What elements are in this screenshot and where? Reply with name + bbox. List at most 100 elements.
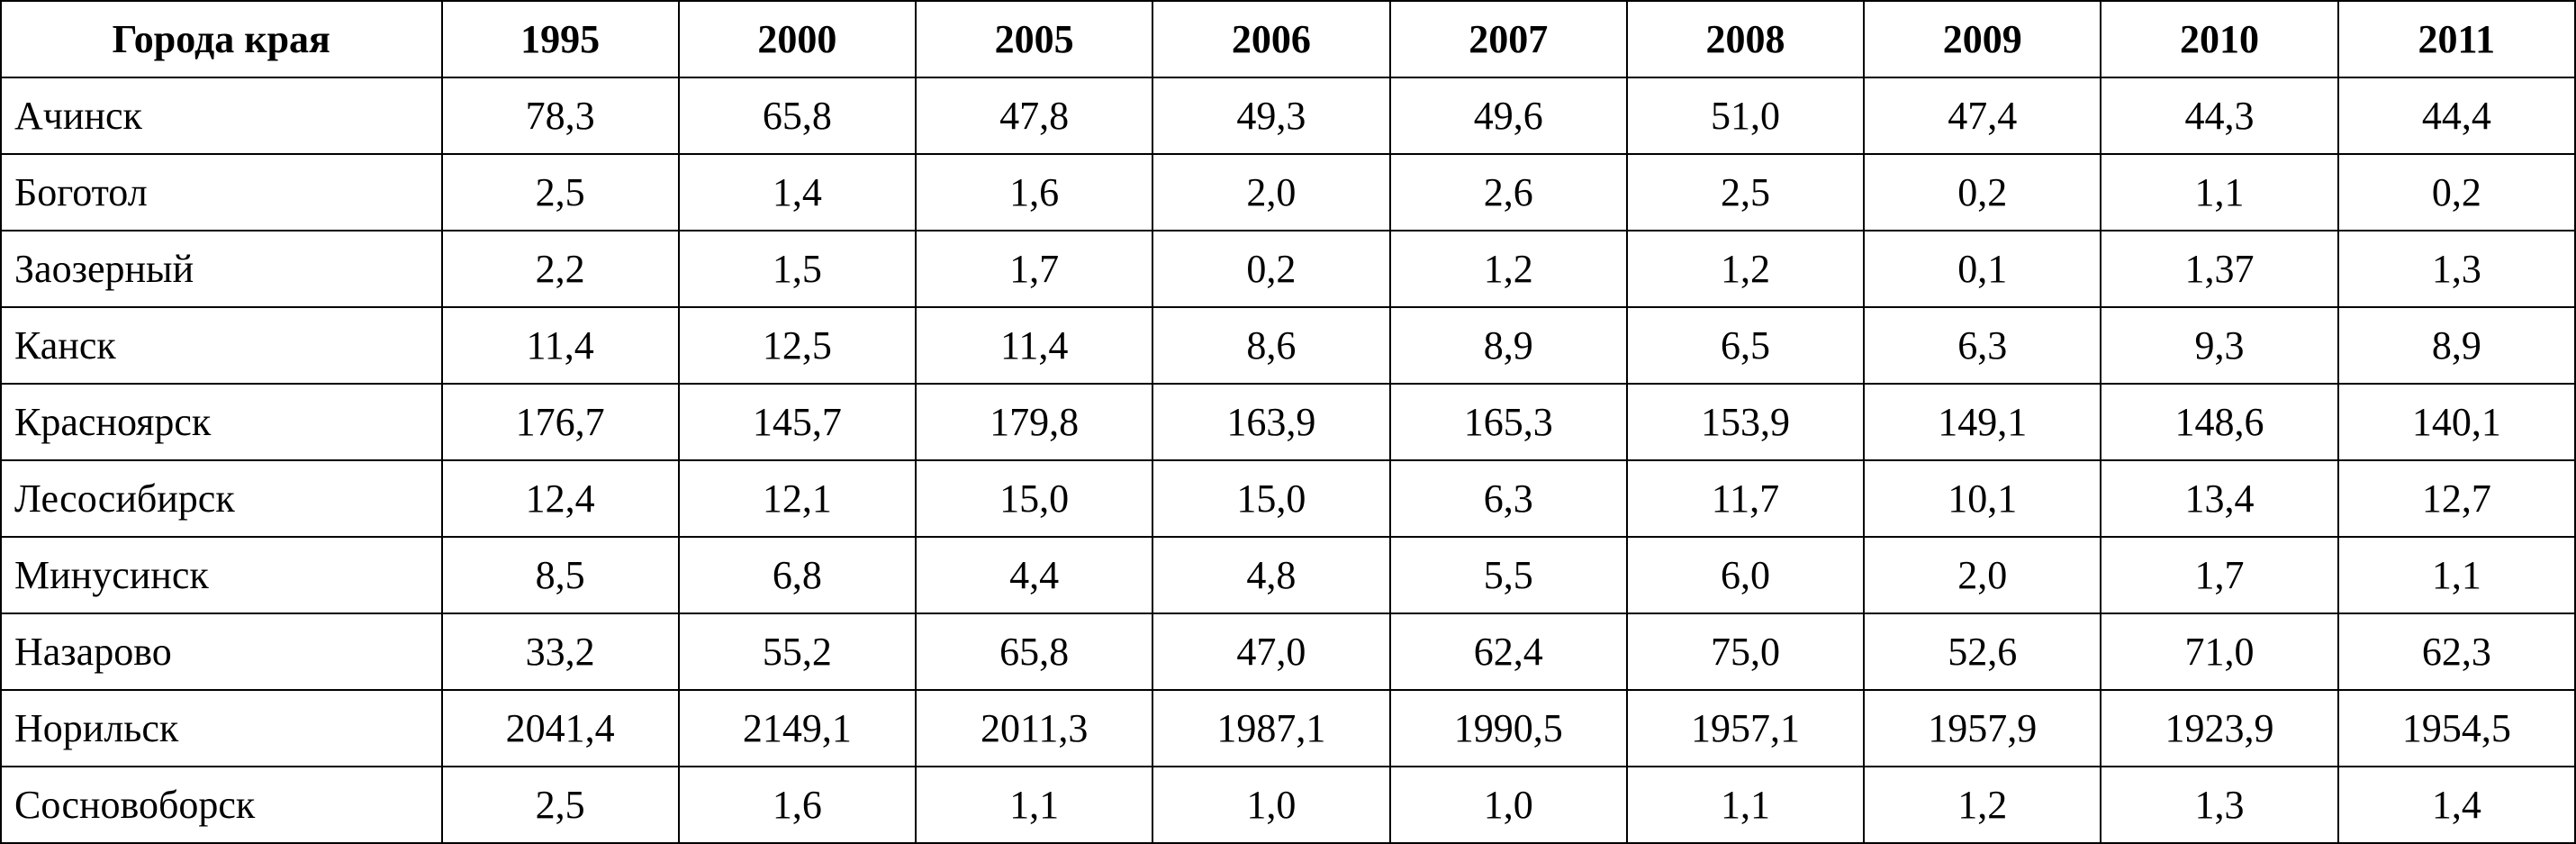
value-cell: 1,4 [2336, 766, 2576, 844]
value-cell: 6,3 [1863, 306, 2102, 385]
value-cell: 11,7 [1625, 459, 1866, 538]
city-cell: Красноярск [0, 383, 443, 461]
table-row: Норильск 2041,4 2149,1 2011,3 1987,1 1990,5 19… [0, 689, 2576, 767]
value-cell: 15,0 [1152, 459, 1391, 538]
table-row: Назарово 33,2 55,2 65,8 47,0 62,4 75,0 52,6 71,0… [0, 613, 2576, 691]
value-cell: 1,1 [2336, 536, 2576, 614]
value-cell: 1,6 [915, 153, 1154, 231]
value-cell: 4,8 [1152, 536, 1391, 614]
value-cell: 1,0 [1388, 766, 1628, 844]
value-cell: 1954,5 [2336, 689, 2576, 767]
value-cell: 1,7 [915, 230, 1154, 308]
value-cell: 78,3 [440, 77, 680, 155]
value-cell: 15,0 [915, 459, 1154, 538]
value-cell: 0,1 [1863, 230, 2102, 308]
value-cell: 6,8 [677, 536, 917, 614]
value-cell: 2041,4 [440, 689, 680, 767]
value-cell: 49,6 [1388, 77, 1628, 155]
value-cell: 163,9 [1152, 383, 1391, 461]
table-row: Красноярск 176,7 145,7 179,8 163,9 165,3 153,9… [0, 383, 2576, 461]
column-header-year: 2011 [2336, 0, 2576, 78]
table-row: Ачинск 78,3 65,8 47,8 49,3 49,6 51,0 47,4 44,3 44… [0, 77, 2576, 155]
value-cell: 62,3 [2336, 613, 2576, 691]
value-cell: 9,3 [2100, 306, 2339, 385]
table-row: Боготол 2,5 1,4 1,6 2,0 2,6 2,5 0,2 1,1 0,2 [0, 153, 2576, 231]
value-cell: 2149,1 [677, 689, 917, 767]
value-cell: 5,5 [1388, 536, 1628, 614]
value-cell: 148,6 [2100, 383, 2339, 461]
city-cell: Назарово [0, 613, 443, 691]
value-cell: 2,5 [440, 153, 680, 231]
value-cell: 71,0 [2100, 613, 2339, 691]
value-cell: 1,7 [2100, 536, 2339, 614]
value-cell: 2,2 [440, 230, 680, 308]
value-cell: 1,37 [2100, 230, 2339, 308]
city-cell: Заозерный [0, 230, 443, 308]
value-cell: 0,2 [1152, 230, 1391, 308]
column-header-year: 2008 [1625, 0, 1866, 78]
value-cell: 47,8 [915, 77, 1154, 155]
value-cell: 10,1 [1863, 459, 2102, 538]
city-cell: Норильск [0, 689, 443, 767]
value-cell: 33,2 [440, 613, 680, 691]
table-body: Ачинск 78,3 65,8 47,8 49,3 49,6 51,0 47,4 44,3 44… [0, 77, 2576, 844]
value-cell: 55,2 [677, 613, 917, 691]
city-cell: Лесосибирск [0, 459, 443, 538]
value-cell: 65,8 [677, 77, 917, 155]
value-cell: 6,0 [1625, 536, 1866, 614]
value-cell: 1,2 [1625, 230, 1866, 308]
value-cell: 44,3 [2100, 77, 2339, 155]
city-cell: Ачинск [0, 77, 443, 155]
value-cell: 8,5 [440, 536, 680, 614]
value-cell: 62,4 [1388, 613, 1628, 691]
value-cell: 47,0 [1152, 613, 1391, 691]
column-header-year: 2000 [677, 0, 917, 78]
value-cell: 11,4 [915, 306, 1154, 385]
value-cell: 2,0 [1152, 153, 1391, 231]
value-cell: 140,1 [2336, 383, 2576, 461]
value-cell: 1,2 [1388, 230, 1628, 308]
value-cell: 1,5 [677, 230, 917, 308]
value-cell: 12,1 [677, 459, 917, 538]
value-cell: 52,6 [1863, 613, 2102, 691]
value-cell: 6,3 [1388, 459, 1628, 538]
value-cell: 165,3 [1388, 383, 1628, 461]
value-cell: 1957,9 [1863, 689, 2102, 767]
city-cell: Сосновоборск [0, 766, 443, 844]
value-cell: 51,0 [1625, 77, 1866, 155]
table-row: Канск 11,4 12,5 11,4 8,6 8,9 6,5 6,3 9,3 8,9 [0, 306, 2576, 385]
value-cell: 1,0 [1152, 766, 1391, 844]
value-cell: 1,6 [677, 766, 917, 844]
value-cell: 145,7 [677, 383, 917, 461]
value-cell: 44,4 [2336, 77, 2576, 155]
value-cell: 8,6 [1152, 306, 1391, 385]
value-cell: 1923,9 [2100, 689, 2339, 767]
value-cell: 1,4 [677, 153, 917, 231]
value-cell: 1,3 [2336, 230, 2576, 308]
column-header-year: 2010 [2100, 0, 2339, 78]
city-cell: Канск [0, 306, 443, 385]
value-cell: 8,9 [2336, 306, 2576, 385]
value-cell: 2,5 [1625, 153, 1866, 231]
value-cell: 179,8 [915, 383, 1154, 461]
value-cell: 1990,5 [1388, 689, 1628, 767]
value-cell: 1,1 [2100, 153, 2339, 231]
value-cell: 153,9 [1625, 383, 1866, 461]
value-cell: 8,9 [1388, 306, 1628, 385]
value-cell: 2,5 [440, 766, 680, 844]
value-cell: 0,2 [1863, 153, 2102, 231]
value-cell: 1987,1 [1152, 689, 1391, 767]
column-header-year: 2005 [915, 0, 1154, 78]
value-cell: 49,3 [1152, 77, 1391, 155]
value-cell: 2,6 [1388, 153, 1628, 231]
value-cell: 1,2 [1863, 766, 2102, 844]
value-cell: 12,5 [677, 306, 917, 385]
value-cell: 2,0 [1863, 536, 2102, 614]
value-cell: 47,4 [1863, 77, 2102, 155]
value-cell: 149,1 [1863, 383, 2102, 461]
column-header-city: Города края [0, 0, 443, 78]
value-cell: 12,7 [2336, 459, 2576, 538]
table-row: Лесосибирск 12,4 12,1 15,0 15,0 6,3 11,7 10,1 13… [0, 459, 2576, 538]
header-row: Города края 1995 2000 2005 2006 2007 200… [0, 0, 2576, 78]
